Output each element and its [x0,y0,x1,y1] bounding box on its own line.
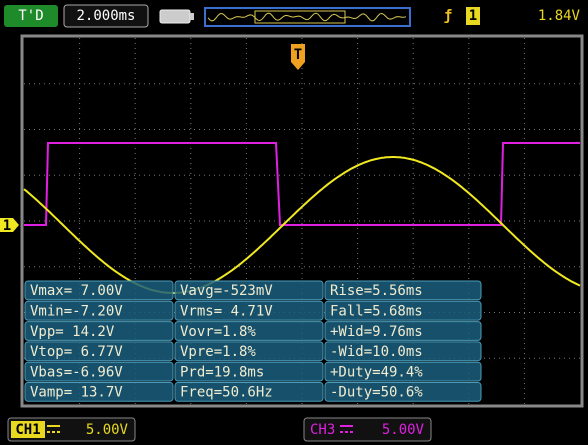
measurement-value: Freq=50.6Hz [180,385,273,401]
channel-marker: 1 [3,218,11,234]
ch3-scale: 5.00V [382,422,425,438]
measurement-value: Vpre=1.8% [180,344,256,360]
measurement-value: Vtop= 6.77V [30,344,123,360]
measurement-value: Fall=5.68ms [330,303,423,319]
ch1-scale: 5.00V [86,422,129,438]
timebase: 2.000ms [76,8,135,24]
measurement-value: Vamp= 13.7V [30,385,123,401]
measurement-value: +Wid=9.76ms [330,324,423,340]
measurement-value: Vmax= 7.00V [30,283,123,299]
measurement-value: Vavg=-523mV [180,283,273,299]
trigger-mode: T'D [18,8,43,24]
measurement-value: -Wid=10.0ms [330,344,423,360]
measurement-value: -Duty=50.6% [330,385,423,401]
battery-icon [160,10,190,23]
trigger-edge-icon: ƒ [444,8,452,24]
measurement-value: Vovr=1.8% [180,324,256,340]
measurement-value: +Duty=49.4% [330,364,423,380]
trigger-source: 1 [469,8,477,24]
trigger-level: 1.84V [538,8,581,24]
oscilloscope-screen: T'D 2.000ms ƒ 1 1.84V T 1 Vmax= 7.00V Vav… [0,0,588,445]
ch3-label: CH3 [310,422,335,438]
measurement-value: Vrms= 4.71V [180,303,273,319]
measurement-value: Vbas=-6.96V [30,364,123,380]
measurement-value: Vmin=-7.20V [30,303,123,319]
trigger-marker: T [294,47,302,63]
ch1-label: CH1 [15,422,40,438]
battery-tip [190,13,194,20]
measurement-value: Rise=5.56ms [330,283,423,299]
measurement-value: Prd=19.8ms [180,364,264,380]
measurement-value: Vpp= 14.2V [30,324,115,340]
